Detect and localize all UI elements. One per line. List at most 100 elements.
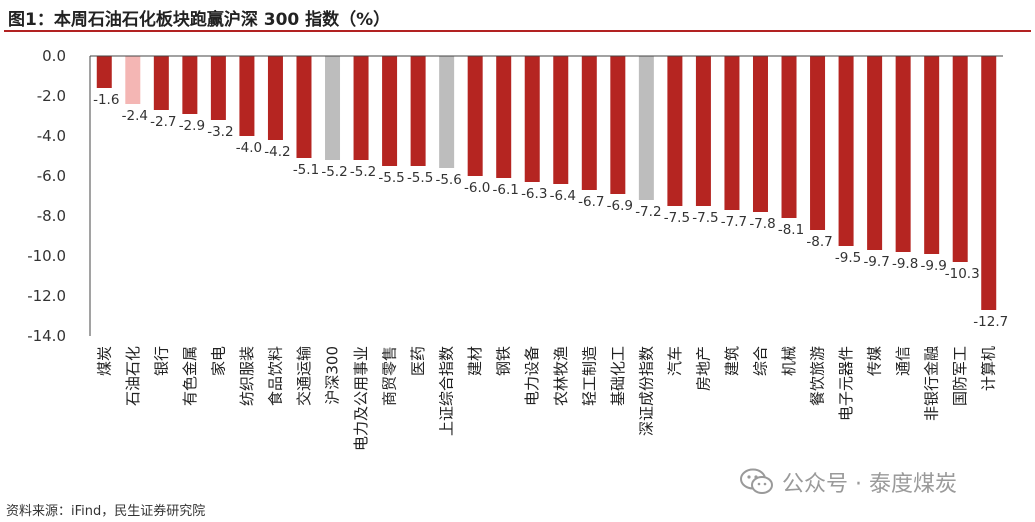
bar: [924, 56, 940, 254]
data-label: -6.4: [550, 188, 576, 204]
data-labels: -1.6-2.4 -2.7 -2.9 -3.2-4.0 -4.2-5.1 -5.2 -5.2…: [93, 92, 1008, 330]
category-label: 石油石化: [124, 346, 142, 406]
category-label: 传媒: [866, 346, 884, 376]
data-label: -5.5: [407, 170, 433, 186]
bar: [496, 56, 512, 178]
category-label: 食品饮料: [266, 346, 284, 406]
y-tick-label: -12.0: [27, 287, 66, 305]
bar: [325, 56, 341, 160]
bar: [838, 56, 854, 246]
watermark: 公众号 · 泰度煤炭: [740, 466, 957, 498]
bar: [382, 56, 398, 166]
data-label: -9.5: [835, 250, 861, 266]
data-label: -12.7: [973, 314, 1008, 330]
y-tick-label: -4.0: [37, 127, 66, 145]
bar: [410, 56, 426, 166]
bar-chart: 0.0-2.0-4.0-6.0-8.0-10.0-12.0-14.0 -1.6-…: [27, 47, 1008, 451]
y-tick-label: -8.0: [37, 207, 66, 225]
bar: [667, 56, 683, 206]
category-label: 银行: [152, 346, 170, 376]
category-label: 电力及公用事业: [352, 346, 370, 451]
data-label: -9.7: [863, 254, 889, 270]
bar: [153, 56, 169, 110]
category-label: 餐饮旅游: [809, 346, 827, 406]
data-label: -6.7: [578, 194, 604, 210]
data-label: -5.2: [321, 164, 347, 180]
bar: [752, 56, 768, 212]
bar: [96, 56, 112, 88]
y-tick-label: -6.0: [37, 167, 66, 185]
data-label: -8.7: [806, 234, 832, 250]
source-note: 资料来源：iFind，民生证券研究院: [6, 504, 206, 519]
watermark-text: 公众号 · 泰度煤炭: [782, 472, 957, 497]
data-label: -9.8: [892, 256, 918, 272]
category-label: 通信: [894, 346, 912, 376]
y-axis: 0.0 -2.0 -4.0 -6.0 -8.0 -10.0 -12.0 -14.0: [27, 47, 91, 345]
bar: [239, 56, 255, 136]
bar: [952, 56, 968, 262]
data-label: -2.9: [179, 118, 205, 134]
bar: [353, 56, 369, 160]
bar: [895, 56, 911, 252]
category-label: 建材: [466, 346, 484, 376]
bar: [210, 56, 226, 120]
category-label: 建筑: [723, 346, 741, 376]
data-label: -1.6: [93, 92, 119, 108]
data-label: -7.7: [721, 214, 747, 230]
category-label: 基础化工: [609, 346, 627, 406]
bar-series: [96, 56, 997, 310]
category-label: 农林牧渔: [552, 346, 570, 406]
bar: [467, 56, 483, 176]
chart-title: 图1：本周石油石化板块跑赢沪深 300 指数（%）: [8, 10, 391, 30]
category-label: 机械: [780, 346, 798, 376]
category-label: 钢铁: [495, 346, 513, 376]
bar: [296, 56, 312, 158]
data-label: -4.2: [264, 144, 290, 160]
data-label: -9.9: [921, 258, 947, 274]
data-label: -5.5: [378, 170, 404, 186]
data-label: -10.3: [945, 266, 980, 282]
y-tick-label: -2.0: [37, 87, 66, 105]
category-label: 沪深300: [324, 346, 342, 405]
category-label: 交通运输: [295, 346, 313, 406]
data-label: -6.1: [493, 182, 519, 198]
category-label: 电力设备: [523, 346, 541, 406]
bar: [581, 56, 597, 190]
data-label: -8.1: [778, 222, 804, 238]
bar: [867, 56, 883, 250]
bar: [724, 56, 740, 210]
category-label: 上证综合指数: [438, 346, 456, 436]
category-label: 电子元器件: [837, 346, 855, 421]
x-axis: 煤炭 石油石化 银行 有色金属 家电 纺织服装 食品饮料 交通运输 沪深300 电力及公用事业 商贸…: [90, 55, 1003, 451]
bar: [810, 56, 826, 230]
category-label: 深证成份指数: [637, 346, 655, 436]
y-tick-label: 0.0: [42, 47, 66, 65]
data-label: -6.3: [521, 186, 547, 202]
bar: [638, 56, 654, 200]
bar: [125, 56, 141, 104]
category-label: 商贸零售: [381, 346, 399, 406]
bar: [781, 56, 797, 218]
data-label: -5.1: [293, 162, 319, 178]
data-label: -7.5: [692, 210, 718, 226]
category-label: 纺织服装: [238, 346, 256, 406]
data-label: -4.0: [236, 140, 262, 156]
data-label: -5.2: [350, 164, 376, 180]
data-label: -6.0: [464, 180, 490, 196]
category-label: 非银行金融: [923, 346, 941, 421]
category-label: 医药: [409, 346, 427, 376]
data-label: -7.5: [664, 210, 690, 226]
data-label: -6.9: [607, 198, 633, 214]
data-label: -5.6: [435, 172, 461, 188]
category-label: 家电: [209, 346, 227, 376]
bar: [695, 56, 711, 206]
data-label: -2.4: [122, 108, 148, 124]
bar: [439, 56, 455, 168]
bar: [981, 56, 997, 310]
bar: [182, 56, 198, 114]
category-label: 煤炭: [95, 346, 113, 376]
data-label: -2.7: [150, 114, 176, 130]
data-label: -7.2: [635, 204, 661, 220]
bar: [267, 56, 283, 140]
title-divider: [4, 30, 1031, 32]
